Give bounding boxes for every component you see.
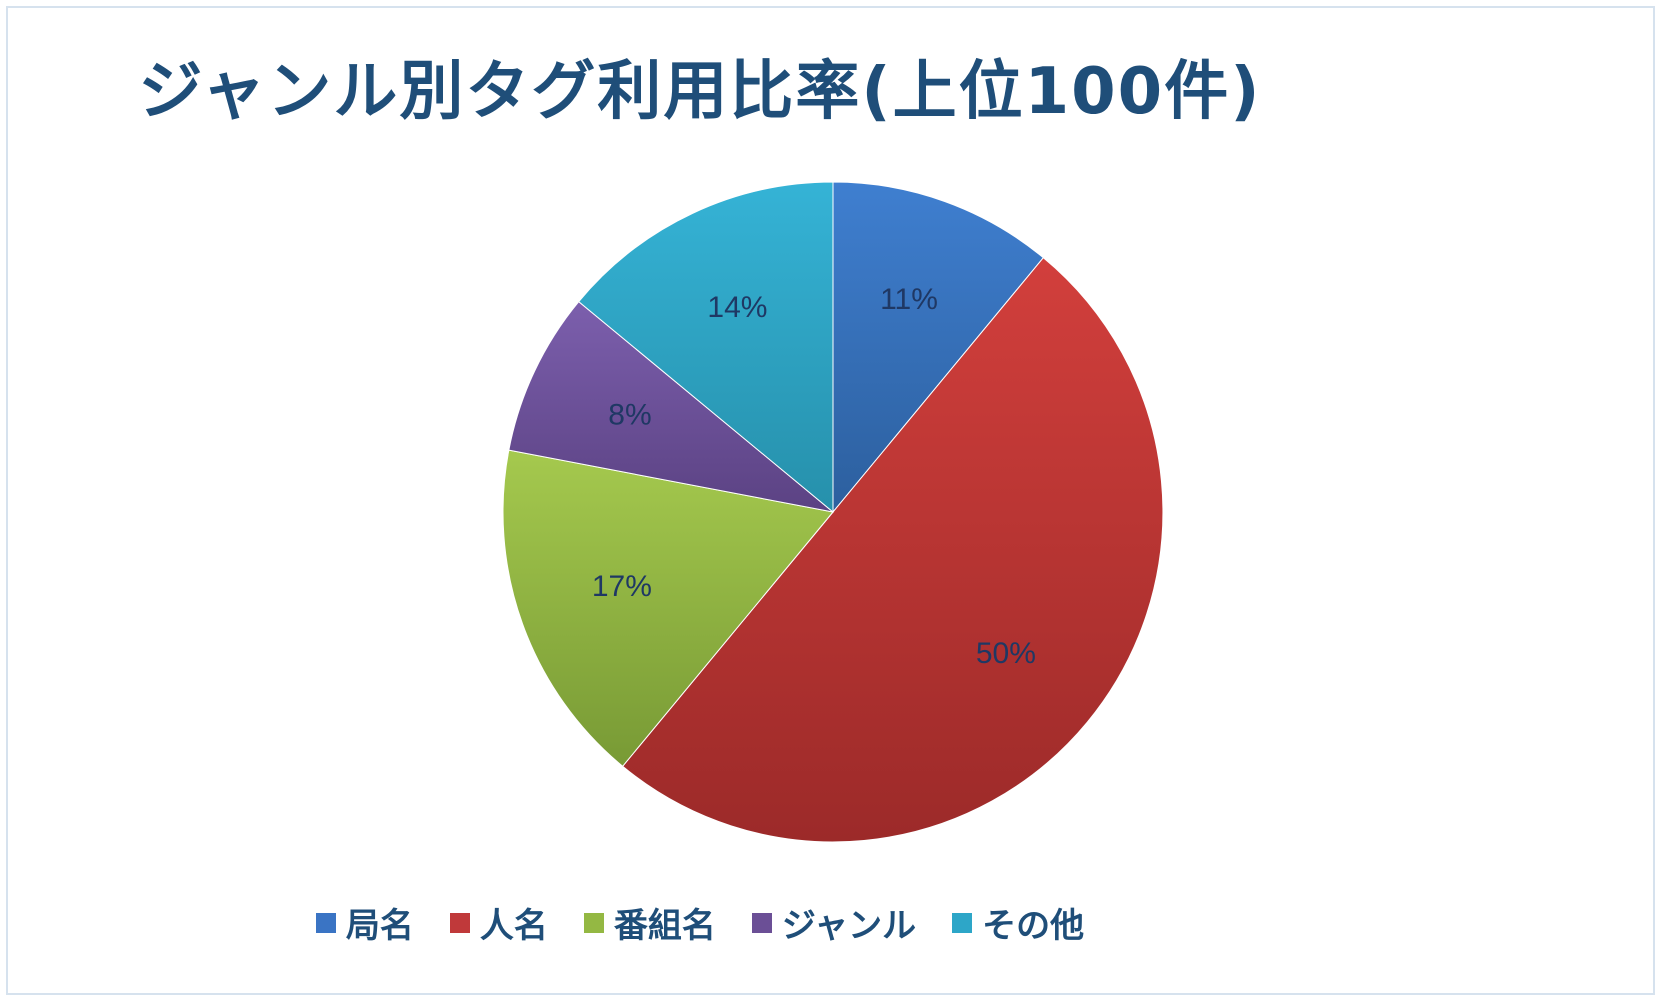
pie-slice-3 [502,449,834,767]
legend-swatch-3 [583,912,604,933]
legend-label-3: 番組名 [613,906,716,946]
legend-swatch-2 [449,912,470,933]
legend-label-5: その他 [982,906,1085,946]
chart-title: ジャンル別タグ利用比率(上位100件) [138,55,1262,129]
pie-slice-2 [621,257,1164,843]
pie-slice-1 [832,181,1045,514]
legend-swatch-4 [751,912,772,933]
legend-item-3: 番組名 [583,898,716,947]
pie-slice-4 [508,300,834,513]
legend-label-1: 局名 [345,906,414,946]
slice-value-label-3: 17% [592,570,652,603]
chart-legend: 局名 人名 番組名 ジャンル その他 [0,898,1400,947]
slice-value-label-5: 14% [707,291,767,324]
slice-value-label-1: 11% [880,283,938,316]
slice-value-label-4: 8% [608,398,651,431]
legend-swatch-5 [952,912,973,933]
legend-label-2: 人名 [479,906,548,946]
legend-item-5: その他 [952,898,1084,947]
pie-slice-5 [578,181,834,514]
legend-item-4: ジャンル [751,898,917,947]
legend-label-4: ジャンル [781,906,917,946]
slice-value-label-2: 50% [976,637,1036,670]
legend-swatch-1 [315,912,336,933]
legend-item-1: 局名 [315,898,414,947]
legend-item-2: 人名 [449,898,548,947]
